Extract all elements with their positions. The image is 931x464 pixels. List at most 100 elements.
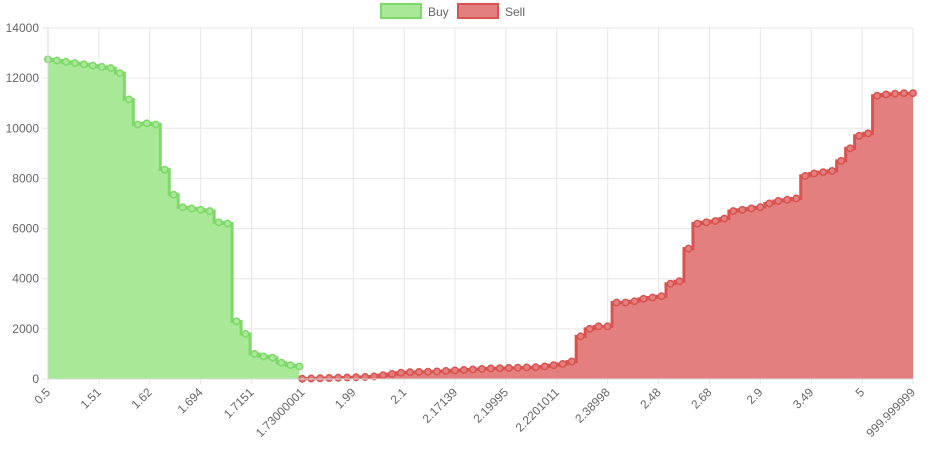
legend-swatch-sell — [457, 3, 499, 19]
sell-point[interactable] — [657, 292, 666, 301]
sell-point[interactable] — [900, 89, 908, 98]
buy-point[interactable] — [295, 362, 304, 371]
sell-point[interactable] — [864, 129, 873, 138]
sell-point[interactable] — [513, 363, 522, 372]
legend-item-sell[interactable]: Sell — [457, 3, 525, 19]
sell-point[interactable] — [855, 131, 864, 140]
buy-point[interactable] — [250, 349, 259, 358]
sell-point[interactable] — [639, 294, 648, 303]
sell-point[interactable] — [909, 89, 917, 98]
sell-point[interactable] — [495, 364, 504, 373]
buy-point[interactable] — [259, 352, 268, 361]
sell-point[interactable] — [415, 368, 423, 376]
buy-point[interactable] — [286, 361, 295, 370]
sell-point[interactable] — [819, 168, 828, 177]
sell-point[interactable] — [729, 207, 738, 215]
sell-point[interactable] — [432, 367, 441, 376]
sell-point[interactable] — [684, 244, 693, 253]
sell-point[interactable] — [334, 373, 343, 382]
sell-point[interactable] — [675, 277, 684, 286]
sell-point[interactable] — [765, 199, 774, 208]
sell-point[interactable] — [738, 205, 747, 214]
buy-point[interactable] — [53, 56, 61, 65]
buy-point[interactable] — [178, 203, 187, 212]
buy-point[interactable] — [277, 358, 286, 367]
sell-point[interactable] — [370, 372, 379, 381]
sell-point[interactable] — [567, 357, 576, 366]
sell-point[interactable] — [702, 218, 711, 227]
sell-point[interactable] — [846, 144, 855, 153]
legend-item-buy[interactable]: Buy — [380, 3, 449, 19]
sell-point[interactable] — [504, 364, 513, 372]
buy-point[interactable] — [187, 204, 196, 213]
sell-point[interactable] — [379, 371, 387, 380]
sell-point[interactable] — [450, 366, 459, 375]
y-tick-label: 14000 — [6, 21, 40, 35]
sell-point[interactable] — [316, 374, 325, 383]
sell-point[interactable] — [666, 279, 675, 288]
buy-point[interactable] — [196, 205, 205, 214]
sell-point[interactable] — [424, 367, 432, 376]
sell-point[interactable] — [828, 166, 837, 175]
sell-point[interactable] — [630, 297, 639, 306]
buy-point[interactable] — [169, 190, 178, 199]
buy-point[interactable] — [160, 165, 169, 174]
buy-point[interactable] — [71, 59, 79, 68]
sell-point[interactable] — [882, 90, 890, 99]
sell-point[interactable] — [585, 324, 594, 333]
sell-point[interactable] — [406, 368, 414, 377]
sell-point[interactable] — [891, 89, 899, 98]
sell-point[interactable] — [468, 365, 477, 374]
buy-point[interactable] — [133, 120, 142, 129]
buy-point[interactable] — [62, 57, 70, 66]
sell-point[interactable] — [343, 373, 352, 382]
sell-point[interactable] — [397, 368, 405, 377]
sell-point[interactable] — [522, 363, 531, 372]
buy-point[interactable] — [151, 120, 160, 129]
buy-point[interactable] — [79, 60, 88, 69]
sell-point[interactable] — [603, 322, 612, 331]
buy-point[interactable] — [223, 219, 232, 228]
sell-point[interactable] — [459, 366, 468, 374]
sell-point[interactable] — [810, 169, 819, 178]
buy-point[interactable] — [241, 329, 250, 338]
sell-point[interactable] — [531, 363, 540, 372]
buy-point[interactable] — [106, 64, 115, 73]
sell-point[interactable] — [693, 219, 702, 228]
legend[interactable]: Buy Sell — [380, 3, 525, 19]
buy-point[interactable] — [97, 62, 106, 71]
sell-point[interactable] — [648, 293, 657, 302]
sell-point[interactable] — [388, 370, 396, 378]
buy-point[interactable] — [142, 119, 151, 128]
buy-point[interactable] — [268, 353, 277, 362]
sell-point[interactable] — [747, 204, 756, 213]
sell-point[interactable] — [441, 367, 450, 375]
buy-point[interactable] — [214, 218, 223, 227]
sell-point[interactable] — [558, 360, 567, 368]
buy-point[interactable] — [205, 207, 214, 215]
sell-point[interactable] — [801, 171, 810, 180]
sell-point[interactable] — [325, 374, 334, 382]
sell-point[interactable] — [486, 364, 495, 373]
sell-point[interactable] — [837, 156, 846, 165]
buy-point[interactable] — [88, 61, 97, 70]
sell-point[interactable] — [792, 194, 801, 203]
sell-point[interactable] — [756, 203, 765, 212]
sell-point[interactable] — [720, 214, 729, 223]
sell-point[interactable] — [576, 332, 585, 341]
sell-point[interactable] — [549, 361, 558, 370]
sell-point[interactable] — [873, 91, 882, 100]
sell-point[interactable] — [540, 362, 549, 371]
sell-point[interactable] — [621, 298, 630, 307]
buy-point[interactable] — [232, 317, 241, 326]
buy-point[interactable] — [124, 95, 133, 104]
sell-point[interactable] — [783, 195, 792, 204]
series-layer — [44, 55, 917, 383]
sell-point[interactable] — [711, 217, 720, 226]
sell-point[interactable] — [774, 197, 783, 205]
sell-point[interactable] — [594, 322, 603, 331]
sell-point[interactable] — [477, 365, 486, 373]
sell-point[interactable] — [612, 298, 621, 307]
buy-point[interactable] — [115, 69, 124, 78]
